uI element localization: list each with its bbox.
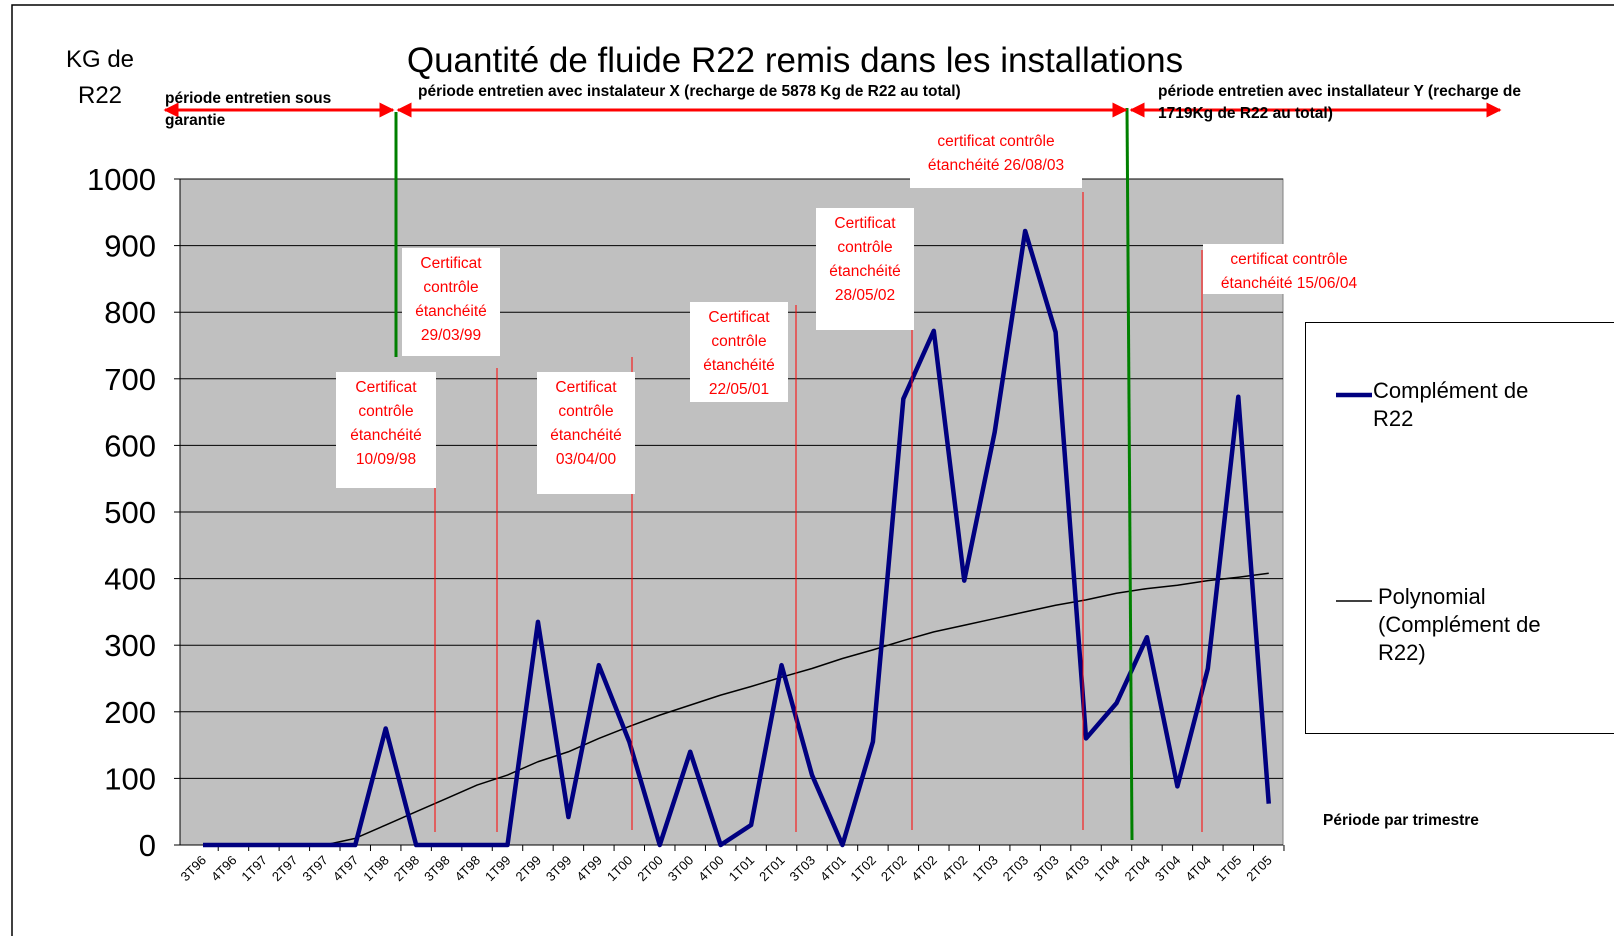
y-tick-label: 300 bbox=[104, 628, 156, 663]
series-line bbox=[203, 572, 1269, 846]
certificate-note: Certificat contrôle étanchéité 22/05/01 bbox=[690, 302, 788, 402]
y-tick-label: 100 bbox=[104, 761, 156, 796]
certificate-note: Certificat contrôle étanchéité 03/04/00 bbox=[537, 372, 635, 494]
certificate-note: Certificat contrôle étanchéité 29/03/99 bbox=[402, 248, 500, 356]
x-axis-label: Période par trimestre bbox=[1323, 812, 1479, 829]
y-tick-label: 600 bbox=[104, 428, 156, 463]
y-tick-label: 700 bbox=[104, 362, 156, 397]
y-tick-label: 900 bbox=[104, 229, 156, 264]
series-line bbox=[203, 228, 1271, 848]
legend-label: Complément de R22 bbox=[1373, 378, 1529, 431]
period-label: période entretien avec instalateur X (re… bbox=[418, 83, 961, 100]
y-tick-label: 1000 bbox=[87, 162, 156, 197]
certificate-note: Certificat contrôle étanchéité 10/09/98 bbox=[336, 372, 436, 488]
certificate-note: certificat contrôle étanchéité 15/06/04 bbox=[1203, 244, 1375, 294]
period-divider bbox=[1125, 107, 1134, 841]
y-tick-label: 200 bbox=[104, 695, 156, 730]
period-label: période entretien sous garantie bbox=[165, 90, 332, 129]
y-tick-label: 500 bbox=[104, 495, 156, 530]
period-label: période entretien avec installateur Y (r… bbox=[1158, 83, 1521, 122]
y-tick-label: 400 bbox=[104, 562, 156, 597]
legend-swatches bbox=[1336, 392, 1372, 602]
y-tick-label: 800 bbox=[104, 295, 156, 330]
y-tick-label: 0 bbox=[139, 828, 156, 863]
certificate-note: Certificat contrôle étanchéité 28/05/02 bbox=[816, 208, 914, 330]
legend: Complément de R22 Polynomial (Complément … bbox=[1305, 322, 1614, 734]
certificate-note: certificat contrôle étanchéité 26/08/03 bbox=[910, 126, 1082, 188]
chart-title: Quantité de fluide R22 remis dans les in… bbox=[407, 41, 1183, 80]
y-axis-label: KG de R22 bbox=[65, 46, 135, 109]
legend-label: Polynomial (Complément de R22) bbox=[1378, 584, 1541, 665]
